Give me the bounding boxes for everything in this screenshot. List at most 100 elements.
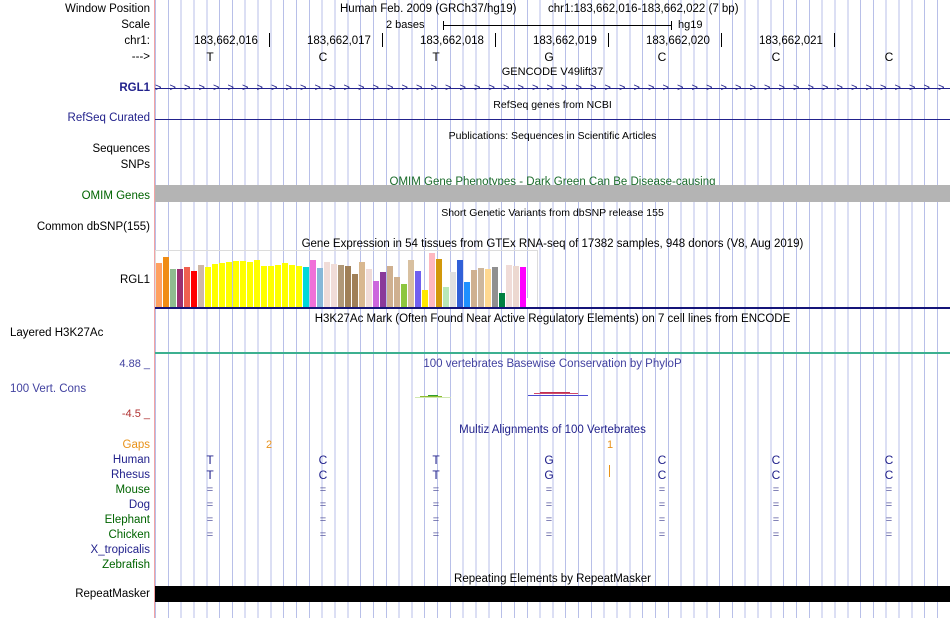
gtex-bar[interactable] <box>268 266 274 307</box>
label-scale: Scale <box>121 19 150 31</box>
gencode-gene-line[interactable] <box>155 88 950 89</box>
label-sequences[interactable]: Sequences <box>92 143 150 155</box>
ruler-tick-0 <box>269 33 270 47</box>
strand-arrow: > <box>372 82 379 94</box>
gtex-bar[interactable] <box>156 263 162 307</box>
gtex-bar[interactable] <box>163 257 169 307</box>
gtex-bar[interactable] <box>184 267 190 307</box>
label-species-mouse[interactable]: Mouse <box>115 484 150 496</box>
ruler-position-3: 183,662,019 <box>533 35 597 47</box>
gtex-bar[interactable] <box>457 260 463 307</box>
gtex-bar[interactable] <box>212 264 218 307</box>
label-species-x-tropicalis[interactable]: X_tropicalis <box>90 544 150 556</box>
gtex-bar[interactable] <box>478 268 484 307</box>
gtex-bar[interactable] <box>296 266 302 307</box>
gtex-bar[interactable] <box>485 269 491 307</box>
label-species-zebrafish[interactable]: Zebrafish <box>102 559 150 571</box>
multiz-mouse-dash: = <box>319 484 327 496</box>
gtex-bar[interactable] <box>233 261 239 307</box>
gtex-bar[interactable] <box>247 262 253 307</box>
gtex-bar[interactable] <box>303 267 309 307</box>
gtex-bar[interactable] <box>394 277 400 307</box>
gtex-bar[interactable] <box>387 266 393 307</box>
gtex-bar[interactable] <box>513 266 519 307</box>
repeatmasker-bar[interactable] <box>155 586 950 602</box>
label-species-rhesus[interactable]: Rhesus <box>111 469 150 481</box>
label-100-vert-cons[interactable]: 100 Vert. Cons <box>10 383 87 395</box>
label-species-elephant[interactable]: Elephant <box>104 514 150 526</box>
gtex-bar[interactable] <box>450 272 456 307</box>
label-gtex-gene[interactable]: RGL1 <box>119 274 150 286</box>
gtex-bar[interactable] <box>464 282 470 307</box>
label-species-dog[interactable]: Dog <box>128 499 150 511</box>
gtex-bar[interactable] <box>443 287 449 307</box>
gtex-bar[interactable] <box>492 267 498 307</box>
gtex-bar[interactable] <box>380 272 386 307</box>
phylop-peak-2-base <box>528 395 588 396</box>
gtex-bar[interactable] <box>436 259 442 307</box>
gtex-bar[interactable] <box>520 267 526 307</box>
gtex-bar[interactable] <box>506 265 512 307</box>
gtex-bar[interactable] <box>219 263 225 307</box>
gtex-bar[interactable] <box>205 267 211 307</box>
ruler-position-5: 183,662,021 <box>759 35 823 47</box>
label-gencode-gene[interactable]: RGL1 <box>119 82 150 94</box>
strand-arrow: > <box>459 82 466 94</box>
ruler-tick-3 <box>608 33 609 47</box>
multiz-dog-dash: = <box>772 499 780 511</box>
gtex-bar[interactable] <box>359 262 365 307</box>
gtex-expression-barchart[interactable] <box>156 253 536 307</box>
label-layered-h3k27ac[interactable]: Layered H3K27Ac <box>10 327 104 339</box>
gtex-bar[interactable] <box>240 261 246 307</box>
gtex-bar[interactable] <box>170 269 176 307</box>
gtex-bar[interactable] <box>289 265 295 307</box>
gtex-bar[interactable] <box>324 262 330 307</box>
gtex-bar[interactable] <box>254 260 260 307</box>
gtex-bar[interactable] <box>527 298 533 307</box>
label-gaps[interactable]: Gaps <box>122 439 151 451</box>
label-species-chicken[interactable]: Chicken <box>108 529 150 541</box>
gtex-bar[interactable] <box>422 290 428 307</box>
gtex-bar[interactable] <box>310 260 316 307</box>
gtex-bar[interactable] <box>345 266 351 307</box>
ruler-position-4: 183,662,020 <box>646 35 710 47</box>
gtex-bar[interactable] <box>317 268 323 307</box>
label-refseq-curated[interactable]: RefSeq Curated <box>67 112 150 124</box>
gtex-bar[interactable] <box>261 266 267 307</box>
phylop-peak-2-core <box>540 392 570 393</box>
gtex-bar[interactable] <box>499 293 505 307</box>
gtex-bar[interactable] <box>471 270 477 307</box>
label-common-dbsnp[interactable]: Common dbSNP(155) <box>36 221 150 233</box>
gtex-bar[interactable] <box>191 271 197 307</box>
gtex-bar[interactable] <box>226 262 232 307</box>
gtex-bar[interactable] <box>373 281 379 307</box>
gtex-bar[interactable] <box>366 269 372 307</box>
gtex-bar[interactable] <box>408 260 414 307</box>
multiz-chicken-dash: = <box>432 529 440 541</box>
label-omim-genes[interactable]: OMIM Genes <box>81 190 150 202</box>
label-species-human[interactable]: Human <box>112 454 150 466</box>
ruler-tick-2 <box>495 33 496 47</box>
multiz-human-base: C <box>318 453 328 467</box>
gtex-bar[interactable] <box>429 253 435 307</box>
scale-db-label: hg19 <box>678 19 703 31</box>
gtex-chart-frame <box>155 250 538 308</box>
gtex-bar[interactable] <box>275 265 281 307</box>
gtex-bar[interactable] <box>177 269 183 307</box>
gtex-bar[interactable] <box>338 265 344 307</box>
gtex-bar[interactable] <box>331 264 337 307</box>
strand-arrow: > <box>271 82 278 94</box>
omim-gene-bar[interactable] <box>155 185 950 202</box>
gtex-bar[interactable] <box>401 284 407 307</box>
gtex-bar[interactable] <box>282 263 288 307</box>
multiz-mouse-dash: = <box>206 484 214 496</box>
multiz-rhesus-base: G <box>544 468 554 482</box>
gtex-bar[interactable] <box>198 265 204 307</box>
gtex-bar[interactable] <box>415 271 421 307</box>
label-repeatmasker[interactable]: RepeatMasker <box>75 588 150 600</box>
gtex-bar[interactable] <box>352 274 358 307</box>
label-snps[interactable]: SNPs <box>120 159 150 171</box>
multiz-chicken-dash: = <box>658 529 666 541</box>
multiz-elephant-dash: = <box>658 514 666 526</box>
refseq-curated-line[interactable] <box>155 119 950 120</box>
